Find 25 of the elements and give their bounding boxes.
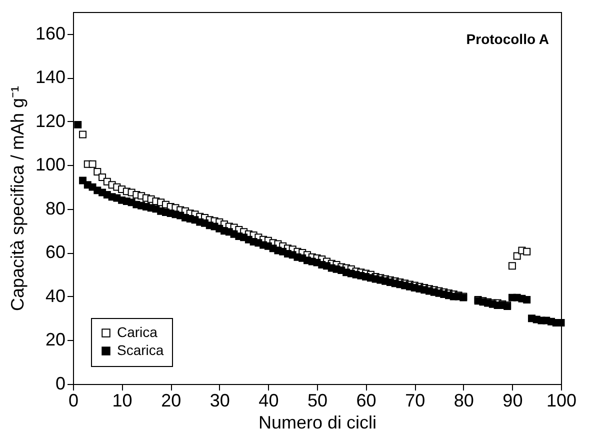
x-tick-label: 40 [258,390,279,410]
y-tick-label: 140 [35,67,66,88]
x-tick-label: 30 [210,390,230,410]
x-tick-label: 90 [502,390,523,410]
y-tick-label: 100 [35,154,66,175]
y-axis-title: Capacità specifica / mAh g⁻¹ [7,86,28,312]
x-tick-label: 20 [161,390,182,410]
x-tick-label: 100 [546,390,577,410]
y-tick-label: 20 [45,330,66,350]
x-tick-label: 80 [454,390,474,410]
y-tick-label: 120 [35,110,66,131]
y-tick-label: 60 [45,242,66,262]
y-tick-label: 80 [45,198,66,218]
x-tick-label: 50 [307,390,328,410]
legend-label: Scarica [117,342,164,358]
y-tick-label: 160 [35,23,66,44]
x-tick-label: 10 [112,390,132,410]
y-tick-label: 40 [45,286,66,306]
x-tick-label: 0 [68,390,79,410]
x-tick-label: 70 [405,390,426,410]
x-tick-label: 60 [356,390,376,410]
x-axis-title: Numero di cicli [258,412,377,432]
annotation: Protocollo A [466,31,549,47]
legend-label: Carica [117,324,158,340]
y-tick-label: 0 [55,374,66,394]
